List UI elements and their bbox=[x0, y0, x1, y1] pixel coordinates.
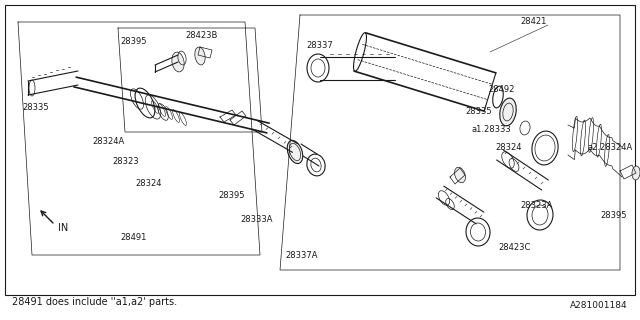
Text: 28423B: 28423B bbox=[185, 30, 218, 39]
Ellipse shape bbox=[195, 47, 205, 65]
Ellipse shape bbox=[500, 98, 516, 126]
Text: 28395: 28395 bbox=[218, 190, 244, 199]
Text: 28324: 28324 bbox=[135, 179, 161, 188]
Text: 28323: 28323 bbox=[112, 157, 139, 166]
Ellipse shape bbox=[454, 167, 465, 183]
Text: A281001184: A281001184 bbox=[570, 301, 628, 310]
Text: 28324A: 28324A bbox=[92, 138, 124, 147]
Text: a1.28333: a1.28333 bbox=[472, 125, 512, 134]
Ellipse shape bbox=[632, 166, 640, 180]
Text: 28335: 28335 bbox=[465, 108, 492, 116]
Text: 28492: 28492 bbox=[488, 85, 515, 94]
Text: 28395: 28395 bbox=[120, 37, 147, 46]
Text: IN: IN bbox=[58, 223, 68, 233]
Text: 28324: 28324 bbox=[495, 143, 522, 153]
Text: 28323A: 28323A bbox=[520, 201, 552, 210]
Ellipse shape bbox=[172, 52, 184, 72]
Text: 28395: 28395 bbox=[600, 211, 627, 220]
Text: a2.28324A: a2.28324A bbox=[588, 143, 633, 153]
Text: 28423C: 28423C bbox=[498, 244, 531, 252]
Text: 28421: 28421 bbox=[520, 18, 547, 27]
Text: 28337: 28337 bbox=[306, 41, 333, 50]
Ellipse shape bbox=[287, 140, 303, 164]
Text: 28491 does include ''a1,a2' parts.: 28491 does include ''a1,a2' parts. bbox=[12, 297, 177, 307]
Text: 28335: 28335 bbox=[22, 103, 49, 113]
Text: 28333A: 28333A bbox=[240, 215, 273, 225]
Text: 28337A: 28337A bbox=[285, 251, 317, 260]
Text: 28491: 28491 bbox=[120, 234, 147, 243]
